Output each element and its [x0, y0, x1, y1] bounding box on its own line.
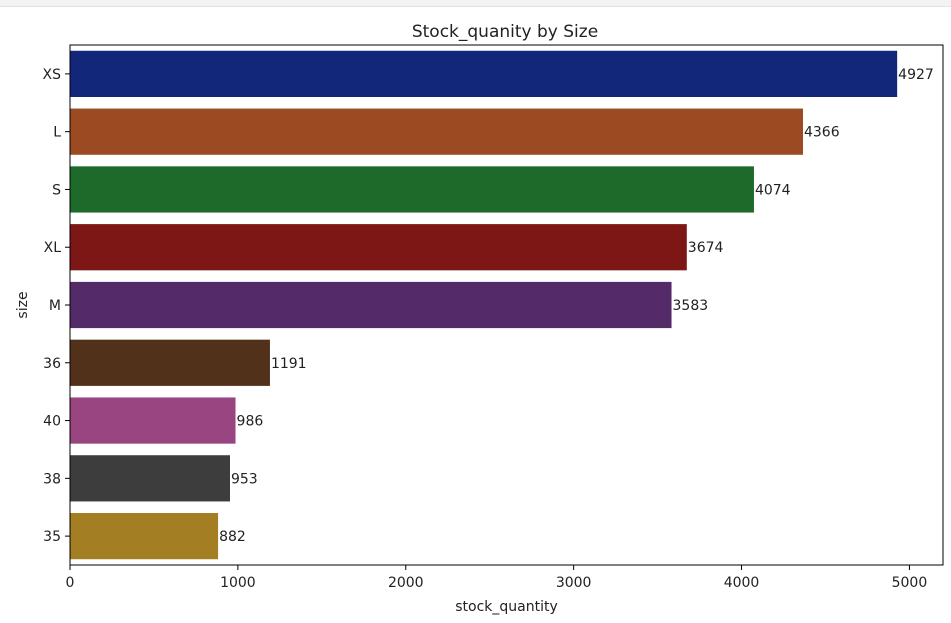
x-tick-label-3000: 3000 [556, 575, 592, 591]
value-label-l: 4366 [804, 125, 840, 141]
x-tick-label-2000: 2000 [388, 575, 424, 591]
bar-xl [70, 224, 687, 271]
plot-frame [69, 44, 944, 566]
notebook-output-top-strip [0, 0, 951, 7]
value-label-40: 986 [237, 414, 264, 430]
x-axis-ticks: 0 1000 2000 3000 4000 5000 [66, 565, 928, 591]
x-tick-label-5000: 5000 [892, 575, 928, 591]
value-label-s: 4074 [755, 182, 791, 198]
bar-xs [70, 50, 898, 97]
bar-l [70, 108, 803, 155]
value-label-m: 3583 [673, 298, 709, 314]
y-tick-label-35: 35 [43, 529, 61, 545]
x-axis-label: stock_quantity [455, 599, 558, 615]
x-tick-label-0: 0 [66, 575, 75, 591]
y-tick-label-m: M [49, 298, 61, 314]
x-tick-label-1000: 1000 [220, 575, 256, 591]
y-tick-label-s: S [52, 182, 61, 198]
bars-group [70, 50, 898, 560]
y-tick-label-38: 38 [43, 471, 61, 487]
value-label-38: 953 [231, 471, 258, 487]
value-labels-group: 4927 4366 4074 3674 3583 1191 986 953 882 [219, 67, 934, 545]
bar-36 [70, 339, 270, 386]
bar-38 [70, 455, 230, 502]
chart-title: Stock_quanity by Size [412, 22, 598, 42]
x-tick-label-4000: 4000 [724, 575, 760, 591]
y-tick-label-40: 40 [43, 414, 61, 430]
y-tick-label-xl: XL [44, 240, 62, 256]
bar-35 [70, 513, 219, 560]
value-label-36: 1191 [271, 356, 307, 372]
y-axis-ticks: XS L S XL M 36 40 38 35 [43, 67, 70, 545]
value-label-35: 882 [219, 529, 246, 545]
bar-40 [70, 397, 236, 444]
bar-m [70, 281, 672, 329]
value-label-xl: 3674 [688, 240, 724, 256]
value-label-xs: 4927 [898, 67, 934, 83]
bar-s [70, 166, 754, 213]
y-tick-label-36: 36 [43, 356, 61, 372]
y-tick-label-xs: XS [43, 67, 62, 83]
y-axis-label: size [15, 291, 31, 318]
y-tick-label-l: L [53, 125, 61, 141]
